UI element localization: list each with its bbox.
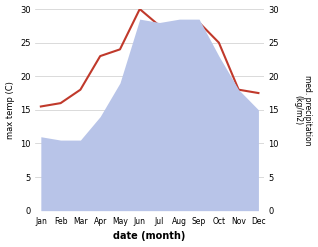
Y-axis label: med. precipitation
(kg/m2): med. precipitation (kg/m2) — [293, 75, 313, 145]
X-axis label: date (month): date (month) — [114, 231, 186, 242]
Y-axis label: max temp (C): max temp (C) — [5, 81, 15, 139]
